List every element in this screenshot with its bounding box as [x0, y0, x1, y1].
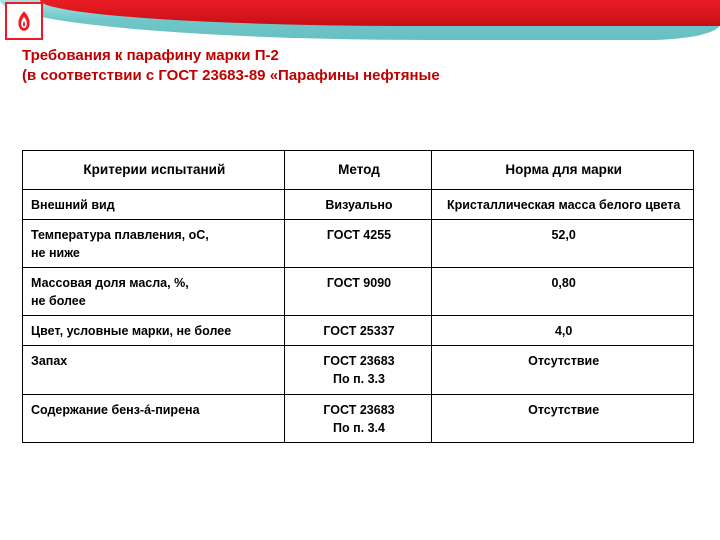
table-row: Температура плавления, оС,не ниже ГОСТ 4…	[23, 219, 694, 267]
cell-method: ГОСТ 23683	[293, 401, 426, 419]
cell-method: ГОСТ 9090	[293, 274, 426, 292]
title-line-1: Требования к парафину марки П-2	[22, 46, 700, 66]
cell-method: ГОСТ 4255	[293, 226, 426, 244]
cell-crit: Температура плавления, оС,	[31, 226, 278, 244]
requirements-table: Критерии испытаний Метод Норма для марки…	[22, 150, 694, 443]
cell-norm: Отсутствие	[432, 394, 694, 442]
cell-norm: 0,80	[432, 267, 694, 315]
table-row: Содержание бенз-á-пирена ГОСТ 23683По п.…	[23, 394, 694, 442]
cell-crit2: не ниже	[31, 244, 278, 262]
table: Критерии испытаний Метод Норма для марки…	[22, 150, 694, 443]
cell-method2: По п. 3.4	[293, 419, 426, 437]
col-header-norm: Норма для марки	[432, 151, 694, 190]
cell-method2: По п. 3.3	[293, 370, 426, 388]
cell-norm: 52,0	[432, 219, 694, 267]
page-title: Требования к парафину марки П-2 (в соотв…	[22, 46, 700, 87]
cell-crit: Внешний вид	[31, 196, 278, 214]
table-row: Запах ГОСТ 23683По п. 3.3 Отсутствие	[23, 346, 694, 394]
cell-norm: Кристаллическая масса белого цвета	[432, 189, 694, 219]
cell-crit: Цвет, условные марки, не более	[31, 322, 278, 340]
cell-method: ГОСТ 25337	[293, 322, 426, 340]
cell-crit2: не более	[31, 292, 278, 310]
table-row: Цвет, условные марки, не более ГОСТ 2533…	[23, 316, 694, 346]
cell-method: Визуально	[293, 196, 426, 214]
col-header-criterion: Критерии испытаний	[23, 151, 285, 190]
table-row: Массовая доля масла, %,не более ГОСТ 909…	[23, 267, 694, 315]
cell-norm: 4,0	[432, 316, 694, 346]
cell-crit: Запах	[31, 352, 278, 370]
table-row: Внешний вид Визуально Кристаллическая ма…	[23, 189, 694, 219]
col-header-method: Метод	[284, 151, 432, 190]
cell-crit: Содержание бенз-á-пирена	[31, 401, 278, 419]
cell-norm: Отсутствие	[432, 346, 694, 394]
lukoil-logo	[5, 2, 43, 40]
cell-crit: Массовая доля масла, %,	[31, 274, 278, 292]
title-line-2: (в соответствии с ГОСТ 23683-89 «Парафин…	[22, 66, 700, 86]
cell-method: ГОСТ 23683	[293, 352, 426, 370]
table-header-row: Критерии испытаний Метод Норма для марки	[23, 151, 694, 190]
